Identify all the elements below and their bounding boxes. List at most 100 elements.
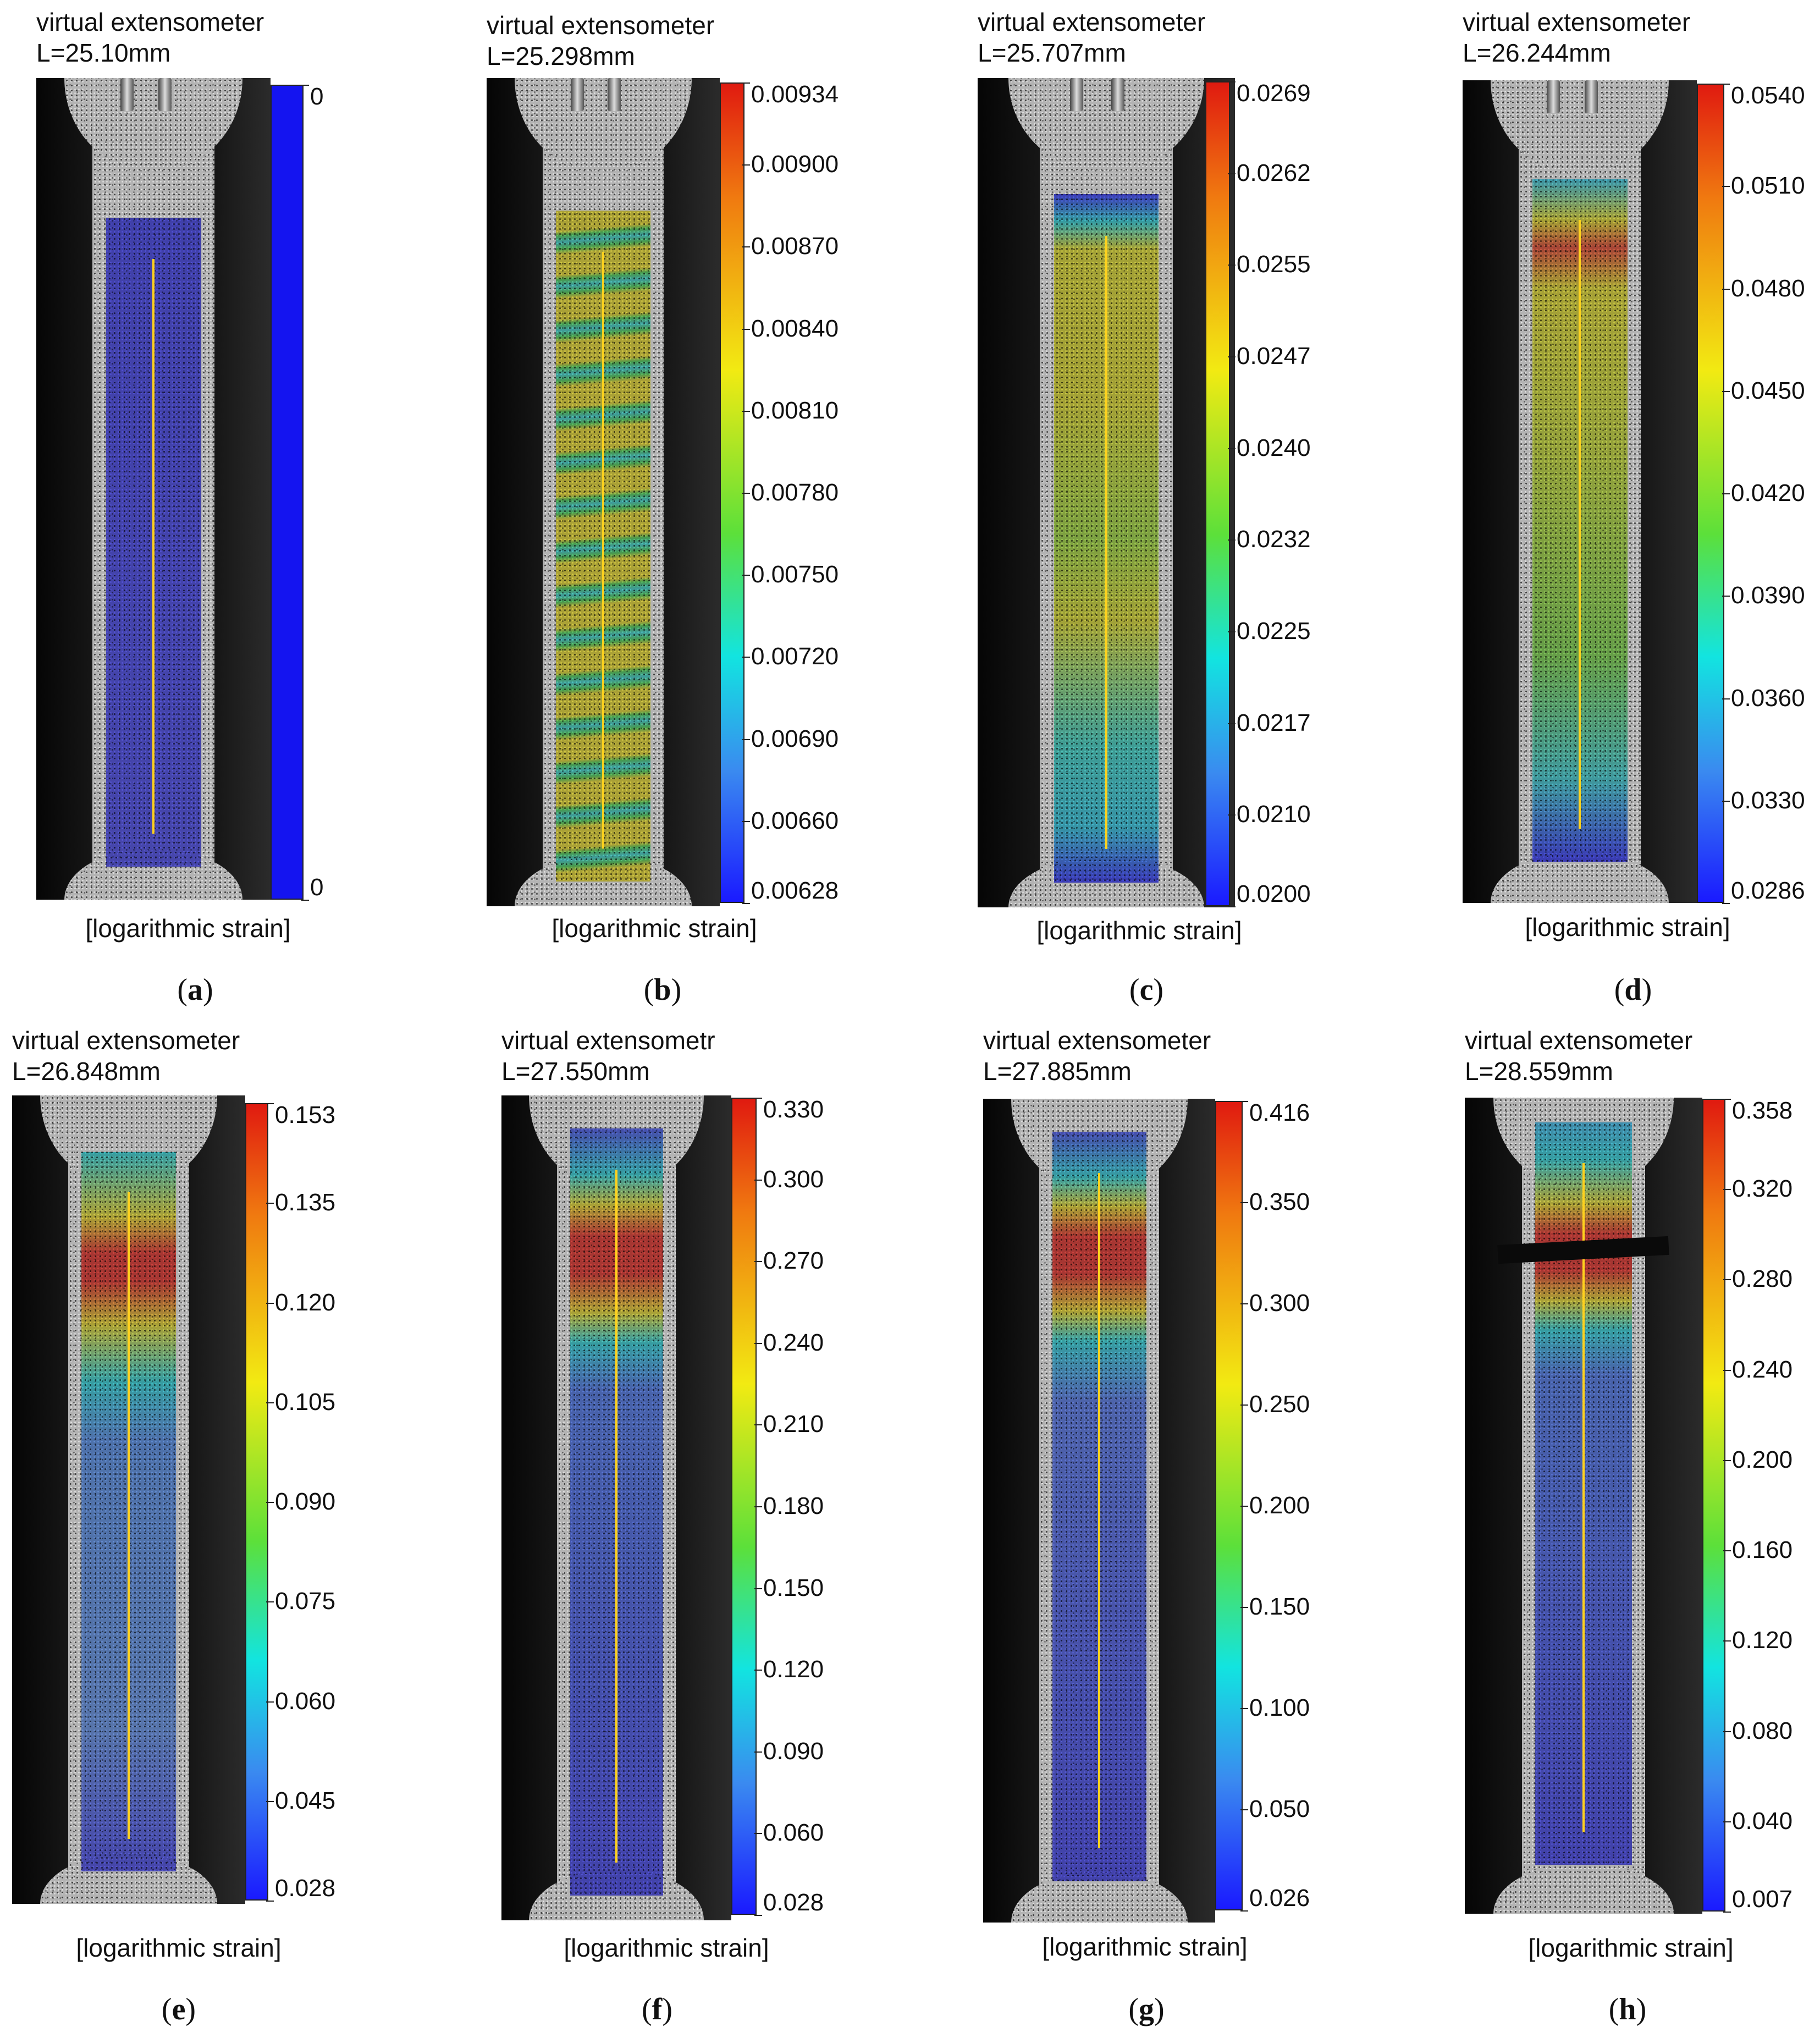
colorbar-tick-label: 0.090	[763, 1737, 824, 1765]
colorbar-tick-mark	[754, 1833, 762, 1835]
panel-title-line1: virtual extensometer	[978, 8, 1206, 36]
colorbar-tick-mark	[742, 903, 750, 904]
colorbar-tick-mark	[266, 1302, 274, 1304]
colorbar-tick-mark	[1240, 1404, 1248, 1406]
colorbar-tick-mark	[1228, 723, 1236, 724]
colorbar-tick-label: 0.300	[763, 1165, 824, 1193]
colorbar-tick-label: 0.0360	[1731, 684, 1805, 712]
colorbar-tick-mark	[1723, 1912, 1731, 1913]
colorbar-tick-label: 0.00660	[751, 807, 839, 834]
panel-title-line1: virtual extensometr	[501, 1026, 715, 1055]
colorbar-tick-mark	[742, 410, 750, 412]
colorbar-tick-label: 0.00840	[751, 315, 839, 342]
colorbar	[271, 85, 304, 900]
colorbar-tick-mark	[754, 1588, 762, 1589]
colorbar-tick-label: 0.0225	[1237, 618, 1311, 645]
colorbar-tick-label: 0.280	[1732, 1265, 1793, 1293]
panel-title-line2: L=26.244mm	[1463, 38, 1611, 67]
specimen-photo	[978, 78, 1235, 907]
colorbar-tick-mark	[1240, 1202, 1248, 1203]
colorbar-tick-mark	[754, 1915, 762, 1916]
colorbar-tick-label: 0.00934	[751, 81, 839, 108]
grip-shadow-right	[676, 1095, 731, 1920]
virtual-extensometer-line	[602, 252, 604, 849]
colorbar-tick-label: 0.060	[763, 1819, 824, 1847]
colorbar-tick-label: 0.160	[1732, 1536, 1793, 1564]
panel-caption: (d)	[1614, 973, 1652, 1007]
colorbar-tick-mark	[1228, 265, 1236, 266]
colorbar-tick-label: 0.0247	[1237, 343, 1311, 370]
grip-shadow-right	[189, 1095, 245, 1904]
colorbar-tick-mark	[1722, 493, 1730, 494]
colorbar-tick-mark	[754, 1261, 762, 1263]
colorbar-tick-mark	[301, 85, 309, 86]
panel-caption: (f)	[642, 1992, 672, 2026]
colorbar-tick-label: 0.00870	[751, 233, 839, 260]
colorbar-tick-label: 0.0450	[1731, 377, 1805, 404]
colorbar-tick-label: 0.0232	[1237, 526, 1311, 553]
colorbar-tick-mark	[754, 1424, 762, 1426]
colorbar-tick-mark	[742, 82, 750, 84]
colorbar-tick-mark	[1228, 906, 1236, 907]
colorbar	[731, 1098, 757, 1915]
colorbar-tick-label: 0.007	[1732, 1886, 1793, 1913]
colorbar-tick-mark	[1722, 288, 1730, 290]
grip-shadow-left	[36, 78, 92, 900]
specimen-photo	[983, 1099, 1215, 1923]
colorbar-tick-mark	[1228, 814, 1236, 816]
colorbar-tick-mark	[1723, 1279, 1731, 1281]
colorbar-tick-label: 0.00720	[751, 643, 839, 670]
colorbar-tick-label: 0.153	[275, 1101, 336, 1128]
grip-shadow-left	[12, 1095, 68, 1904]
colorbar-tick-mark	[1240, 1506, 1248, 1507]
colorbar-tick-mark	[1240, 1809, 1248, 1810]
colorbar-tick-mark	[754, 1342, 762, 1344]
colorbar-tick-mark	[1228, 81, 1236, 82]
colorbar-tick-mark	[266, 1103, 274, 1104]
colorbar-unit-label: [logarithmic strain]	[85, 914, 291, 943]
colorbar-tick-mark	[742, 657, 750, 658]
colorbar-tick-label: 0.105	[275, 1388, 336, 1415]
colorbar-tick-label: 0.320	[1732, 1175, 1793, 1203]
panel-caption: (g)	[1128, 1992, 1165, 2026]
colorbar-tick-label: 0.200	[1249, 1492, 1310, 1519]
colorbar-tick-label: 0.0262	[1237, 159, 1311, 186]
colorbar-tick-mark	[754, 1670, 762, 1671]
grip-shadow-left	[1465, 1098, 1522, 1914]
colorbar-tick-label: 0.028	[763, 1889, 824, 1916]
grip-bolt	[120, 78, 134, 111]
colorbar-tick-mark	[754, 1179, 762, 1181]
grip-shadow-left	[978, 78, 1040, 907]
colorbar-tick-mark	[1722, 186, 1730, 188]
specimen-photo	[1465, 1098, 1702, 1914]
colorbar-tick-label: 0.150	[1249, 1593, 1310, 1620]
colorbar-tick-label: 0.120	[763, 1656, 824, 1683]
panel-title-line2: L=28.559mm	[1465, 1057, 1613, 1086]
grip-shadow-left	[983, 1099, 1039, 1923]
colorbar-tick-label: 0.0210	[1237, 801, 1311, 828]
specimen-photo	[12, 1095, 245, 1904]
grip-bolt	[608, 78, 621, 111]
colorbar	[1205, 81, 1230, 906]
colorbar	[720, 82, 744, 903]
grip-bolt	[158, 78, 172, 111]
colorbar-tick-label: 0.0255	[1237, 251, 1311, 278]
colorbar-tick-mark	[266, 1800, 274, 1802]
colorbar-tick-label: 0.0217	[1237, 709, 1311, 736]
colorbar-tick-label: 0.0480	[1731, 274, 1805, 302]
colorbar-unit-label: [logarithmic strain]	[1525, 913, 1730, 941]
colorbar-tick-mark	[1722, 800, 1730, 802]
grip-shadow-right	[664, 78, 720, 906]
colorbar-tick-mark	[1228, 356, 1236, 357]
colorbar-unit-label: [logarithmic strain]	[564, 1934, 769, 1962]
colorbar-tick-mark	[1722, 390, 1730, 392]
colorbar-tick-label: 0.240	[763, 1329, 824, 1356]
panel-title-line1: virtual extensometer	[12, 1026, 240, 1055]
colorbar-tick-mark	[1723, 1369, 1731, 1371]
colorbar-tick-mark	[1228, 631, 1236, 632]
virtual-extensometer-line	[128, 1192, 130, 1839]
colorbar-tick-mark	[1723, 1640, 1731, 1642]
colorbar-tick-mark	[742, 820, 750, 822]
virtual-extensometer-line	[615, 1170, 617, 1863]
colorbar-tick-label: 0.330	[763, 1096, 824, 1123]
